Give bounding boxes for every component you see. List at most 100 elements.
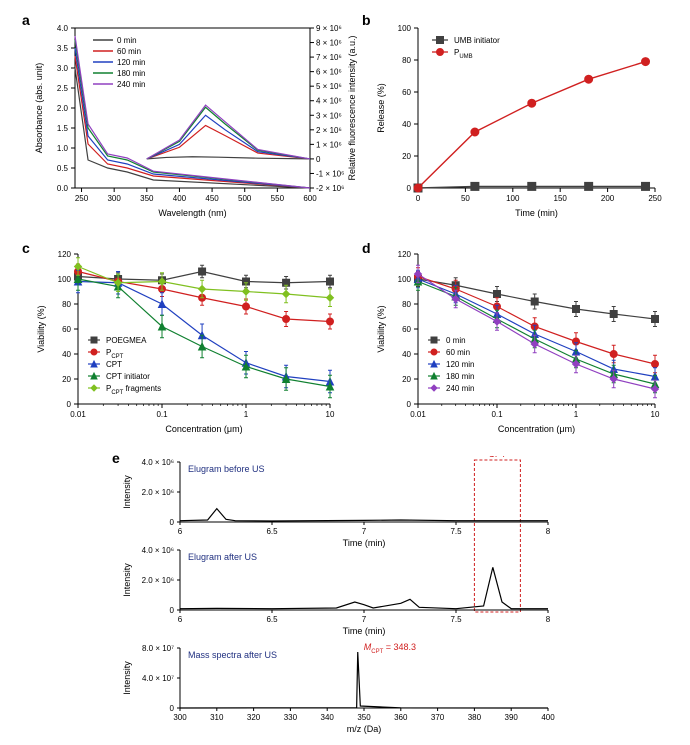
svg-text:8: 8 [546, 527, 551, 536]
svg-text:100: 100 [58, 275, 72, 284]
svg-text:Intensity: Intensity [122, 563, 132, 597]
svg-text:7.5: 7.5 [450, 615, 462, 624]
svg-text:2 × 10⁶: 2 × 10⁶ [316, 126, 342, 135]
svg-text:4.0 × 10⁶: 4.0 × 10⁶ [142, 458, 174, 467]
svg-text:350: 350 [140, 194, 154, 203]
svg-text:Intensity: Intensity [122, 661, 132, 695]
svg-text:PUMB: PUMB [454, 48, 473, 60]
svg-text:4 × 10⁶: 4 × 10⁶ [316, 97, 342, 106]
svg-text:600: 600 [303, 194, 317, 203]
svg-text:40: 40 [402, 350, 411, 359]
svg-text:PCPT: PCPT [106, 348, 124, 360]
svg-text:Concentration (μm): Concentration (μm) [498, 424, 575, 434]
svg-text:100: 100 [506, 194, 520, 203]
svg-text:40: 40 [62, 350, 71, 359]
svg-text:0.01: 0.01 [70, 410, 86, 419]
chart-panel-c: 0.010.1110020406080100120Concentration (… [30, 246, 350, 446]
svg-text:240 min: 240 min [117, 80, 145, 89]
svg-text:40: 40 [402, 120, 411, 129]
svg-text:10: 10 [651, 410, 660, 419]
svg-text:0.1: 0.1 [156, 410, 168, 419]
svg-text:10: 10 [326, 410, 335, 419]
svg-text:Time (min): Time (min) [343, 538, 386, 548]
svg-text:2.5: 2.5 [57, 84, 69, 93]
svg-text:1: 1 [574, 410, 579, 419]
svg-text:0: 0 [407, 184, 412, 193]
svg-text:320: 320 [247, 713, 261, 722]
svg-text:0: 0 [407, 400, 412, 409]
svg-text:MCPT = 348.3: MCPT = 348.3 [364, 642, 416, 655]
svg-text:340: 340 [321, 713, 335, 722]
svg-text:UMB initiator: UMB initiator [454, 36, 500, 45]
svg-text:3.0: 3.0 [57, 64, 69, 73]
svg-text:360: 360 [394, 713, 408, 722]
svg-text:60 min: 60 min [117, 47, 141, 56]
svg-text:6 × 10⁶: 6 × 10⁶ [316, 68, 342, 77]
svg-text:60 min: 60 min [446, 348, 470, 357]
svg-text:20: 20 [402, 152, 411, 161]
svg-text:4.0: 4.0 [57, 24, 69, 33]
svg-text:0.1: 0.1 [491, 410, 503, 419]
svg-text:550: 550 [271, 194, 285, 203]
panel-label-c: c [22, 240, 30, 256]
svg-text:0: 0 [170, 606, 175, 615]
svg-text:Absorbance (abs. unit): Absorbance (abs. unit) [34, 63, 44, 154]
chart-panel-d: 0.010.1110020406080100120Concentration (… [370, 246, 670, 446]
svg-text:Elugram before US: Elugram before US [188, 464, 265, 474]
svg-text:6.5: 6.5 [266, 615, 278, 624]
svg-text:60: 60 [62, 325, 71, 334]
svg-text:0 min: 0 min [446, 336, 466, 345]
svg-text:8.0 × 10⁷: 8.0 × 10⁷ [142, 644, 174, 653]
svg-text:-2 × 10⁶: -2 × 10⁶ [316, 184, 344, 193]
svg-text:200: 200 [601, 194, 615, 203]
svg-text:100: 100 [398, 275, 412, 284]
svg-text:0 min: 0 min [117, 36, 137, 45]
svg-text:0.01: 0.01 [410, 410, 426, 419]
svg-text:240 min: 240 min [446, 384, 474, 393]
svg-text:150: 150 [554, 194, 568, 203]
svg-text:20: 20 [62, 375, 71, 384]
svg-text:0: 0 [316, 155, 321, 164]
svg-text:8 × 10⁶: 8 × 10⁶ [316, 39, 342, 48]
svg-text:2.0 × 10⁶: 2.0 × 10⁶ [142, 576, 174, 585]
svg-text:120 min: 120 min [117, 58, 145, 67]
svg-text:-1 × 10⁶: -1 × 10⁶ [316, 169, 344, 178]
svg-text:400: 400 [541, 713, 555, 722]
svg-text:350: 350 [357, 713, 371, 722]
svg-text:POEGMEA: POEGMEA [106, 336, 147, 345]
svg-text:CPT initiator: CPT initiator [106, 372, 150, 381]
svg-text:0: 0 [170, 518, 175, 527]
svg-text:7: 7 [362, 527, 367, 536]
svg-text:CPT: CPT [488, 456, 507, 459]
svg-text:80: 80 [62, 300, 71, 309]
svg-text:330: 330 [284, 713, 298, 722]
svg-text:6: 6 [178, 615, 183, 624]
svg-text:0: 0 [170, 704, 175, 713]
svg-text:380: 380 [468, 713, 482, 722]
svg-text:6: 6 [178, 527, 183, 536]
svg-text:1 × 10⁶: 1 × 10⁶ [316, 140, 342, 149]
svg-text:8: 8 [546, 615, 551, 624]
svg-text:Concentration (μm): Concentration (μm) [165, 424, 242, 434]
svg-text:Wavelength (nm): Wavelength (nm) [158, 208, 226, 218]
svg-text:120 min: 120 min [446, 360, 474, 369]
svg-text:180 min: 180 min [117, 69, 145, 78]
svg-text:400: 400 [173, 194, 187, 203]
chart-panel-b: 050100150200250020406080100Time (min)Rel… [370, 18, 670, 228]
svg-text:CPT: CPT [106, 360, 122, 369]
svg-text:390: 390 [505, 713, 519, 722]
svg-text:Time (min): Time (min) [343, 626, 386, 636]
svg-text:Viability (%): Viability (%) [36, 305, 46, 352]
svg-text:80: 80 [402, 56, 411, 65]
svg-text:500: 500 [238, 194, 252, 203]
svg-text:m/z (Da): m/z (Da) [347, 724, 382, 734]
svg-text:180 min: 180 min [446, 372, 474, 381]
svg-text:Intensity: Intensity [122, 475, 132, 509]
svg-text:9 × 10⁶: 9 × 10⁶ [316, 24, 342, 33]
svg-text:250: 250 [75, 194, 89, 203]
svg-text:250: 250 [648, 194, 662, 203]
svg-text:Time (min): Time (min) [515, 208, 558, 218]
svg-text:20: 20 [402, 375, 411, 384]
svg-text:2.0: 2.0 [57, 104, 69, 113]
svg-text:5 × 10⁶: 5 × 10⁶ [316, 82, 342, 91]
